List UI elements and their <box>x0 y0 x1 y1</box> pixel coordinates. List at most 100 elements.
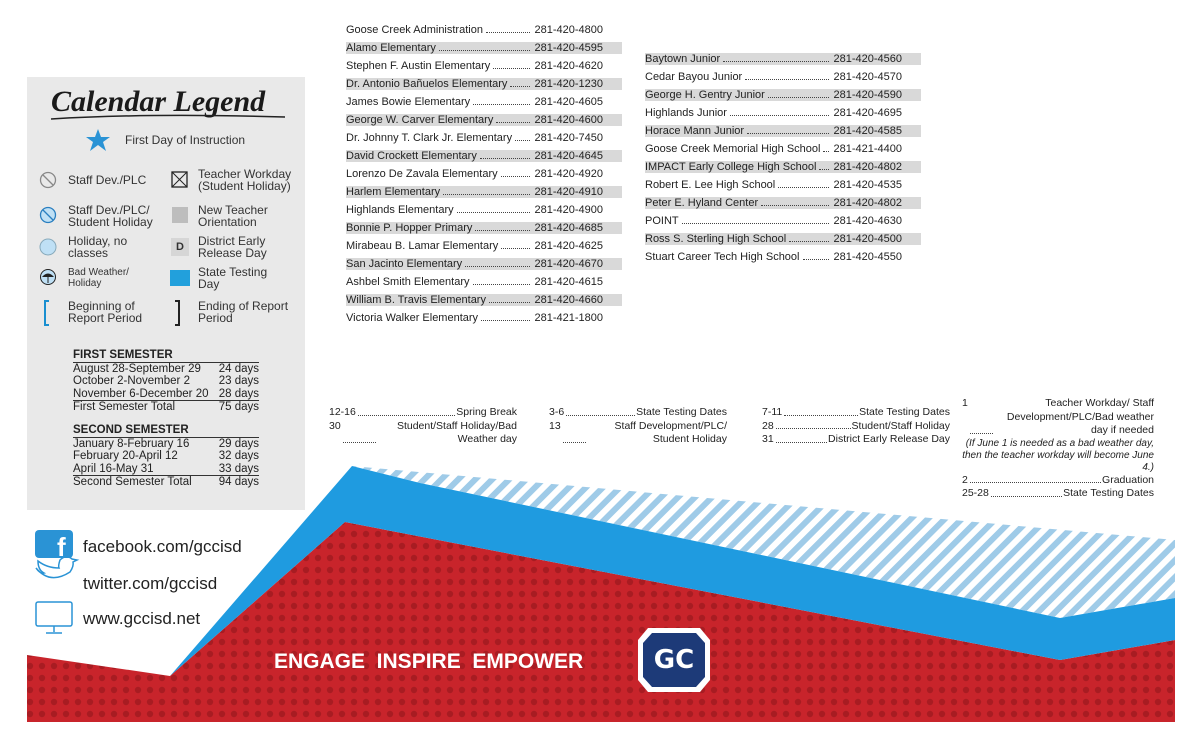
leader <box>485 21 531 33</box>
event: 1 Teacher Workday/ Staff Development/PLC/… <box>962 397 1154 438</box>
school-name: Goose Creek Administration <box>346 24 483 36</box>
phone: 281-421-4400 <box>833 143 902 155</box>
leader <box>515 129 531 141</box>
legend-label: Holiday, no classes <box>68 234 128 260</box>
event: 12-16 Spring Break <box>329 406 517 420</box>
event: 31 District Early Release Day <box>762 433 950 447</box>
directory-row: James Bowie Elementary 281-420-4605 <box>346 93 622 111</box>
phone: 281-420-4590 <box>833 89 902 101</box>
leader <box>472 273 531 285</box>
directory-row: Stephen F. Austin Elementary 281-420-4620 <box>346 57 622 75</box>
phone: 281-420-4660 <box>534 294 603 306</box>
event-date: 25-28 <box>962 487 989 499</box>
event-date: 3-6 <box>549 406 565 418</box>
school-name: Horace Mann Junior <box>645 125 745 137</box>
school-name: Goose Creek Memorial High School <box>645 143 821 155</box>
total-label: First Semester Total <box>73 401 176 414</box>
directory-row: Dr. Johnny T. Clark Jr. Elementary 281-42… <box>346 129 622 147</box>
leader <box>784 406 859 416</box>
event: 3-6 State Testing Dates <box>549 406 727 420</box>
event: 7-11 State Testing Dates <box>762 406 950 420</box>
legend-label: Ending of Report Period <box>198 299 289 325</box>
semester-total: First Semester Total 75 days <box>73 401 259 414</box>
event-text: State Testing Dates <box>859 406 950 418</box>
days: 24 days <box>218 362 259 375</box>
event-text: State Testing Dates <box>636 406 727 418</box>
school-name: Ross S. Sterling High School <box>645 233 787 245</box>
school-name: Harlem Elementary <box>346 186 441 198</box>
event: 28 Student/Staff Holiday <box>762 420 950 434</box>
school-name: San Jacinto Elementary <box>346 258 463 270</box>
school-name: William B. Travis Elementary <box>346 294 486 306</box>
event-text: District Early Release Day <box>828 433 950 445</box>
semester-row: February 20-April 12 32 days <box>73 450 259 463</box>
school-name: POINT <box>645 215 679 227</box>
school-name: Robert E. Lee High School <box>645 179 776 191</box>
event-date: 12-16 <box>329 406 356 418</box>
directory-row: Alamo Elementary 281-420-4595 <box>346 39 622 57</box>
school-name: Victoria Walker Elementary <box>346 312 479 324</box>
leader <box>789 230 830 242</box>
semester-heading: FIRST SEMESTER <box>73 349 259 363</box>
phone: 281-420-1230 <box>534 78 603 90</box>
red-band <box>27 522 1175 722</box>
phone: 281-420-4920 <box>534 168 603 180</box>
leader <box>761 194 830 206</box>
semester-total: Second Semester Total 94 days <box>73 476 259 489</box>
school-name: Dr. Antonio Bañuelos Elementary <box>346 78 508 90</box>
directory-row: David Crockett Elementary 281-420-4645 <box>346 147 622 165</box>
phone: 281-420-4585 <box>833 125 902 137</box>
social-link[interactable]: facebook.com/gccisd <box>83 537 242 556</box>
phone: 281-420-4645 <box>534 150 603 162</box>
event-note: (If June 1 is needed as a bad weather da… <box>962 437 1154 473</box>
semester-row: April 16-May 31 33 days <box>73 463 259 477</box>
days: 23 days <box>218 375 259 388</box>
date-range: October 2-November 2 <box>73 375 190 388</box>
directory-row: Baytown Junior 281-420-4560 <box>645 50 921 68</box>
social-link[interactable]: www.gccisd.net <box>83 609 201 628</box>
legend-label: Teacher Workday (Student Holiday) <box>198 167 292 193</box>
phone: 281-420-4900 <box>534 204 603 216</box>
total-days: 75 days <box>218 401 259 414</box>
directory-row: POINT 281-420-4630 <box>645 212 921 230</box>
leader <box>681 212 830 224</box>
leader <box>500 165 531 177</box>
phone: 281-420-4535 <box>833 179 902 191</box>
leader <box>357 406 456 416</box>
directory-row: Goose Creek Administration 281-420-4800 <box>346 21 622 39</box>
school-name: Highlands Junior <box>645 107 727 119</box>
directory-row: Highlands Junior 281-420-4695 <box>645 104 921 122</box>
leader <box>747 122 830 134</box>
directory-row: Bonnie P. Hopper Primary 281-420-4685 <box>346 219 622 237</box>
semester-row: August 28-September 29 24 days <box>73 363 259 376</box>
social-link[interactable]: twitter.com/gccisd <box>83 574 218 593</box>
event-block: 12-16 Spring Break 30 Student/Staff Holiday… <box>329 406 517 447</box>
legend-label: Staff Dev./PLC <box>68 173 147 187</box>
semester-row: January 8-February 16 29 days <box>73 438 259 451</box>
school-name: Peter E. Hyland Center <box>645 197 759 209</box>
leader <box>723 50 830 62</box>
leader <box>510 75 531 87</box>
leader <box>566 406 636 416</box>
leader <box>473 93 531 105</box>
event-text: Graduation <box>1102 473 1154 486</box>
directory-row: Ashbel Smith Elementary 281-420-4615 <box>346 273 622 291</box>
directory-row: George H. Gentry Junior 281-420-4590 <box>645 86 921 104</box>
phone: 281-420-4615 <box>534 276 603 288</box>
school-name: Cedar Bayou Junior <box>645 71 743 83</box>
date-range: August 28-September 29 <box>73 362 201 375</box>
leader <box>493 57 531 69</box>
leader <box>969 397 993 434</box>
school-name: Mirabeau B. Lamar Elementary <box>346 240 499 252</box>
legend-label: Staff Dev./PLC/ Student Holiday <box>68 203 153 229</box>
phone: 281-420-4605 <box>534 96 603 108</box>
phone: 281-420-4625 <box>534 240 603 252</box>
leader <box>819 158 830 170</box>
days: 29 days <box>218 437 259 450</box>
directory-row: Cedar Bayou Junior 281-420-4570 <box>645 68 921 86</box>
school-name: Highlands Elementary <box>346 204 454 216</box>
leader <box>778 176 830 188</box>
semester: FIRST SEMESTER August 28-September 29 24 d… <box>73 349 259 414</box>
